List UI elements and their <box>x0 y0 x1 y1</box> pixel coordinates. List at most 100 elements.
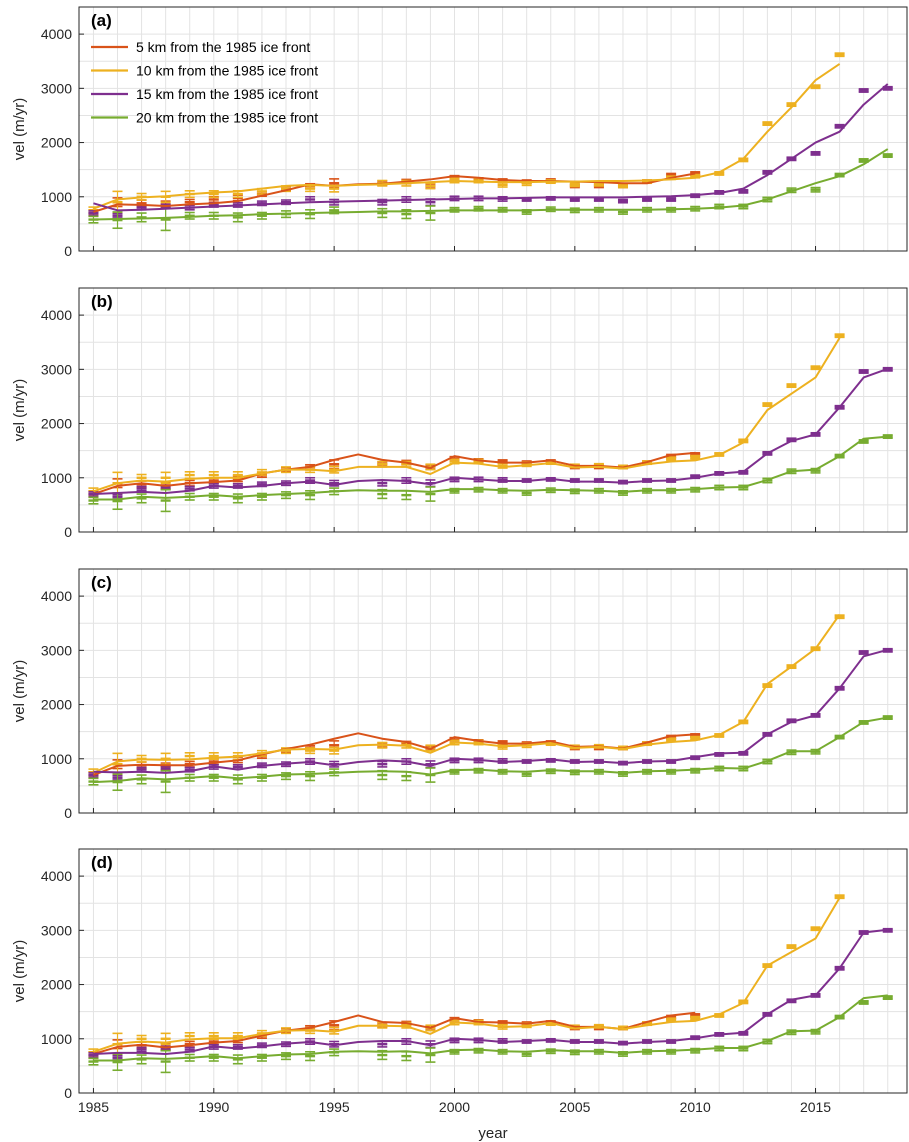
error-bar-15km-1994 <box>305 476 316 485</box>
error-bar-20km-1991 <box>232 774 243 785</box>
error-bar-15km-2015 <box>810 150 821 156</box>
error-bar-20km-2018 <box>882 153 893 158</box>
error-bar-20km-1991 <box>232 493 243 504</box>
error-bar-10km-2009 <box>666 456 677 462</box>
error-bar-20km-1990 <box>208 492 219 501</box>
series-line-20km <box>93 435 888 501</box>
y-tick-label: 4000 <box>41 868 72 884</box>
legend-label: 10 km from the 1985 ice front <box>136 63 318 79</box>
axes-box <box>78 568 908 814</box>
error-bar-20km-1987 <box>136 212 147 223</box>
y-tick-label: 3000 <box>41 642 72 658</box>
x-tick-label: 1995 <box>319 1099 350 1115</box>
y-tick-label: 4000 <box>41 588 72 604</box>
error-bar-20km-1991 <box>232 1054 243 1065</box>
y-tick-label: 3000 <box>41 361 72 377</box>
y-tick-label: 2000 <box>41 135 72 151</box>
y-axis-label: vel (m/yr) <box>11 660 28 723</box>
y-axis-label: vel (m/yr) <box>11 940 28 1003</box>
series-line-20km <box>93 994 888 1062</box>
error-bar-20km-1992 <box>256 1053 267 1062</box>
error-bar-20km-2015 <box>810 186 821 193</box>
error-bar-20km-1985 <box>88 496 99 505</box>
error-bar-15km-2017 <box>858 650 869 655</box>
panel-label: (c) <box>91 573 112 592</box>
series-line-15km <box>93 928 888 1055</box>
series-lines <box>93 897 888 1062</box>
y-tick-label: 1000 <box>41 189 72 205</box>
error-bar-10km-2015 <box>810 365 821 371</box>
plot-area <box>79 849 907 1093</box>
legend-item-15km: 15 km from the 1985 ice front <box>91 86 318 102</box>
x-tick-label: 2000 <box>439 1099 470 1115</box>
legend-item-5km: 5 km from the 1985 ice front <box>91 39 310 55</box>
error-bar-10km-1995 <box>329 746 340 755</box>
y-tick-label: 0 <box>64 805 72 821</box>
error-bar-15km-2006 <box>593 197 604 202</box>
y-tick-label: 0 <box>64 243 72 259</box>
error-bar-20km-1993 <box>281 772 291 781</box>
y-tick-label: 3000 <box>41 80 72 96</box>
error-bar-10km-2015 <box>810 926 821 932</box>
y-tick-label: 2000 <box>41 697 72 713</box>
error-bar-20km-1995 <box>329 206 340 215</box>
series-line-15km <box>93 648 889 774</box>
series-lines <box>93 63 889 221</box>
y-tick-label: 1000 <box>41 470 72 486</box>
error-bar-15km-2009 <box>666 197 677 202</box>
legend-label: 5 km from the 1985 ice front <box>136 39 310 55</box>
error-bar-20km-1988 <box>160 769 171 794</box>
series-line-5km <box>93 451 696 495</box>
error-bar-20km-1987 <box>136 493 147 504</box>
series-lines <box>93 613 889 784</box>
x-tick-label: 1990 <box>198 1099 229 1115</box>
legend-label: 20 km from the 1985 ice front <box>136 110 318 126</box>
y-tick-label: 4000 <box>41 26 72 42</box>
legend-item-20km: 20 km from the 1985 ice front <box>91 110 318 126</box>
panel-label: (a) <box>91 11 112 30</box>
error-bar-20km-1999 <box>425 1047 436 1063</box>
series-lines <box>93 337 889 501</box>
error-bar-15km-2005 <box>569 197 580 202</box>
error-bar-10km-2005 <box>569 182 580 188</box>
panel-label: (d) <box>91 853 113 872</box>
error-bar-20km-1999 <box>425 205 436 221</box>
axes-box <box>78 6 908 252</box>
panel-d: 0 1000 2000 3000 4000 1985 1990 1995 2000 2005 201… <box>11 848 908 1115</box>
plot-area <box>79 569 907 813</box>
error-bar-10km-2013 <box>762 121 773 127</box>
error-bar-15km-2017 <box>858 88 869 93</box>
error-bar-10km-2014 <box>786 383 797 389</box>
series-line-10km <box>93 613 841 774</box>
error-bar-10km-2016 <box>834 52 845 58</box>
y-axis-label: vel (m/yr) <box>11 379 28 442</box>
error-bar-20km-1986 <box>112 211 123 230</box>
error-bar-10km-2013 <box>762 402 773 408</box>
panel-c: 0 1000 2000 3000 4000 vel (m/yr) (c) <box>11 568 908 821</box>
error-bar-10km-2016 <box>834 894 845 900</box>
error-bar-20km-1997 <box>377 207 388 219</box>
y-tick-label: 0 <box>64 1085 72 1101</box>
error-bar-15km-1987 <box>136 1046 147 1053</box>
error-bar-15km-2008 <box>642 197 653 202</box>
x-tick-label: 2005 <box>559 1099 590 1115</box>
axes-box <box>78 287 908 533</box>
error-bar-10km-1988 <box>160 752 171 766</box>
panel-a: 0 1000 2000 3000 4000 vel (m/yr) (a) 5 km from … <box>11 6 908 259</box>
x-tick-label: 2010 <box>680 1099 711 1115</box>
error-bar-10km-2016 <box>834 333 845 339</box>
error-bar-20km-1998 <box>401 208 412 220</box>
error-bar-20km-1999 <box>425 486 436 502</box>
axes-box <box>78 848 908 1094</box>
legend-label: 15 km from the 1985 ice front <box>136 86 318 102</box>
error-bar-10km-2010 <box>690 454 701 460</box>
y-tick-label: 1000 <box>41 1031 72 1047</box>
series-line-20km <box>93 716 888 784</box>
y-tick-label: 1000 <box>41 751 72 767</box>
error-bar-10km-2014 <box>786 944 797 950</box>
error-bar-10km-2007 <box>617 183 628 189</box>
error-bar-20km-1997 <box>377 488 388 500</box>
error-bar-15km-2017 <box>858 369 869 374</box>
y-tick-label: 0 <box>64 524 72 540</box>
